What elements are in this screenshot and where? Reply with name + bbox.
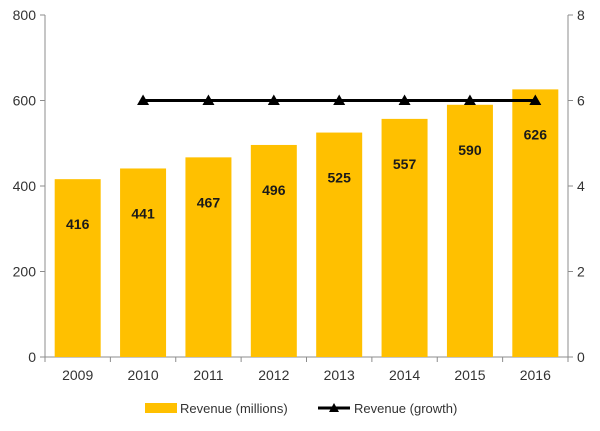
bar	[120, 168, 167, 357]
left-tick-label: 400	[13, 178, 37, 194]
legend-label-revenue-millions: Revenue (millions)	[180, 401, 288, 416]
bar-data-label: 441	[131, 205, 155, 221]
left-tick-label: 200	[13, 264, 37, 280]
x-tick-label: 2014	[389, 367, 420, 383]
bar	[185, 157, 232, 357]
left-tick-label: 0	[28, 349, 36, 365]
growth-point-triangle-icon	[267, 94, 280, 105]
bar	[316, 132, 363, 357]
bar-data-label: 525	[328, 170, 352, 186]
bars	[54, 89, 559, 358]
x-tick-label: 2011	[193, 367, 223, 383]
tick-labels: 0 200 400 600 800 0 2 4 6 8 2009 2010 2011 2012 2013 20…	[13, 7, 585, 383]
bar	[446, 104, 493, 358]
right-tick-label: 6	[577, 93, 585, 109]
growth-point-triangle-icon	[137, 94, 150, 105]
growth-point-triangle-icon	[333, 94, 346, 105]
growth-point-triangle-icon	[529, 94, 542, 105]
growth-point-triangle-icon	[463, 94, 476, 105]
bar-data-label: 557	[393, 156, 417, 172]
right-tick-label: 4	[577, 178, 585, 194]
x-tick-label: 2015	[454, 367, 485, 383]
growth-point-triangle-icon	[202, 94, 215, 105]
bar-data-label: 467	[197, 194, 221, 210]
bar	[250, 144, 297, 357]
bar-data-label: 590	[458, 142, 482, 158]
left-tick-label: 800	[13, 7, 37, 23]
legend-swatch-revenue-millions	[145, 403, 177, 413]
left-tick-label: 600	[13, 93, 37, 109]
data-labels: 416 441 467 496 525 557 590 626	[66, 126, 547, 232]
bar-data-label: 626	[524, 126, 548, 142]
legend-marker-triangle-icon	[329, 403, 339, 412]
legend-label-revenue-growth: Revenue (growth)	[354, 401, 457, 416]
bar-data-label: 496	[262, 182, 286, 198]
bar-data-label: 416	[66, 216, 90, 232]
x-tick-label: 2012	[258, 367, 289, 383]
right-tick-label: 2	[577, 264, 585, 280]
x-tick-label: 2013	[324, 367, 355, 383]
right-tick-label: 0	[577, 349, 585, 365]
bar	[54, 179, 101, 357]
bar	[381, 118, 428, 357]
growth-point-triangle-icon	[398, 94, 411, 105]
x-tick-label: 2010	[127, 367, 158, 383]
growth-line-series	[137, 94, 542, 105]
legend: Revenue (millions) Revenue (growth)	[145, 401, 457, 416]
axes	[40, 14, 573, 362]
x-tick-label: 2009	[62, 367, 93, 383]
x-tick-label: 2016	[520, 367, 551, 383]
right-tick-label: 8	[577, 7, 585, 23]
bar	[512, 89, 559, 357]
